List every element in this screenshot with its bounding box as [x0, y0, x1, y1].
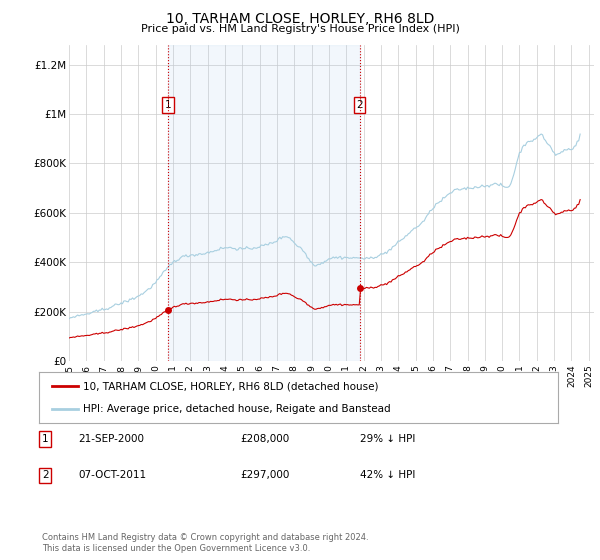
Text: 1: 1: [42, 434, 49, 444]
Text: 42% ↓ HPI: 42% ↓ HPI: [360, 470, 415, 480]
Text: Price paid vs. HM Land Registry's House Price Index (HPI): Price paid vs. HM Land Registry's House …: [140, 24, 460, 34]
Text: 2: 2: [42, 470, 49, 480]
Text: 07-OCT-2011: 07-OCT-2011: [78, 470, 146, 480]
Text: 21-SEP-2000: 21-SEP-2000: [78, 434, 144, 444]
Bar: [168, 45, 359, 361]
Text: 29% ↓ HPI: 29% ↓ HPI: [360, 434, 415, 444]
Text: 2: 2: [356, 100, 363, 110]
Text: HPI: Average price, detached house, Reigate and Banstead: HPI: Average price, detached house, Reig…: [83, 404, 391, 414]
Text: 1: 1: [165, 100, 172, 110]
Text: 10, TARHAM CLOSE, HORLEY, RH6 8LD: 10, TARHAM CLOSE, HORLEY, RH6 8LD: [166, 12, 434, 26]
Text: £297,000: £297,000: [240, 470, 289, 480]
Text: £208,000: £208,000: [240, 434, 289, 444]
Text: Contains HM Land Registry data © Crown copyright and database right 2024.
This d: Contains HM Land Registry data © Crown c…: [42, 533, 368, 553]
Text: 10, TARHAM CLOSE, HORLEY, RH6 8LD (detached house): 10, TARHAM CLOSE, HORLEY, RH6 8LD (detac…: [83, 381, 379, 391]
